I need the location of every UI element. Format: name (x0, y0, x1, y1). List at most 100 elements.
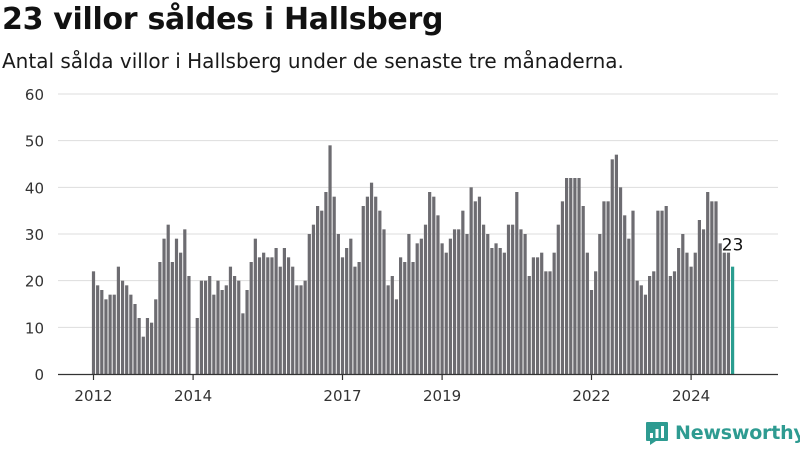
bar (726, 252, 731, 374)
bar (257, 257, 262, 374)
bar (465, 234, 469, 374)
bar (415, 243, 419, 374)
bar (125, 285, 129, 374)
bar (199, 280, 203, 374)
bar (419, 238, 423, 374)
bar (473, 201, 477, 374)
bar (270, 257, 274, 374)
bar (585, 252, 589, 374)
bar (369, 182, 374, 374)
bar (154, 299, 158, 374)
bar (299, 285, 303, 374)
bar (187, 276, 191, 374)
bar (399, 257, 403, 374)
bar (208, 276, 212, 374)
newsworthy-logo-icon (646, 422, 668, 445)
x-tick-label: 2012 (74, 387, 112, 405)
bar (374, 196, 378, 374)
bar (407, 234, 411, 374)
x-tick-label: 2024 (672, 387, 710, 405)
bar (614, 154, 618, 374)
highlight-bar (731, 266, 735, 374)
bar (324, 192, 328, 374)
bar (527, 276, 531, 374)
bar (648, 276, 652, 374)
bar (104, 299, 108, 374)
bar (627, 238, 631, 374)
bar (120, 280, 125, 374)
bar (469, 187, 473, 374)
bar (295, 285, 299, 374)
bar (262, 252, 266, 374)
bar (623, 215, 627, 374)
bar (174, 238, 179, 374)
bar (332, 196, 336, 374)
bar (486, 234, 490, 374)
bar (718, 243, 722, 374)
bar (274, 248, 278, 374)
bar (594, 271, 598, 374)
bar (511, 224, 515, 374)
bar (710, 201, 714, 374)
bar (224, 285, 228, 374)
bar (170, 262, 174, 374)
bar (183, 229, 187, 374)
bar (233, 276, 237, 374)
bar (706, 192, 710, 374)
bar (548, 271, 552, 374)
bar (482, 224, 486, 374)
bar (390, 276, 394, 374)
bar (506, 224, 511, 374)
bar (340, 257, 345, 374)
bar (610, 159, 614, 374)
bar (386, 285, 390, 374)
bar (428, 192, 432, 374)
bar (228, 266, 233, 374)
bar (266, 257, 270, 374)
bar (565, 178, 569, 374)
bar (606, 201, 610, 374)
bar (664, 206, 668, 374)
bar (660, 210, 664, 374)
bar (540, 252, 544, 374)
bar (336, 234, 340, 374)
bar (353, 266, 357, 374)
x-tick-label: 2014 (174, 387, 212, 405)
y-tick-label: 50 (25, 133, 44, 151)
bar (150, 322, 154, 374)
bar (490, 248, 494, 374)
y-tick-label: 20 (25, 273, 44, 291)
y-tick-label: 60 (25, 86, 44, 104)
bar (643, 294, 648, 374)
bar (681, 234, 685, 374)
x-tick-label: 2017 (323, 387, 361, 405)
bar (502, 252, 506, 374)
x-tick-label: 2019 (423, 387, 461, 405)
bar (195, 318, 199, 374)
bar (158, 262, 162, 374)
bar (320, 210, 324, 374)
bar (291, 266, 295, 374)
bar (436, 215, 440, 374)
bar (448, 238, 452, 374)
bar (245, 290, 249, 374)
bar (328, 145, 332, 374)
bar (116, 266, 120, 374)
bar (519, 229, 523, 374)
x-tick-label: 2022 (572, 387, 610, 405)
bar (515, 192, 519, 374)
bar (212, 294, 216, 374)
y-tick-label: 10 (25, 319, 44, 337)
bar (461, 210, 465, 374)
bar (179, 252, 183, 374)
bar (216, 280, 220, 374)
bar (668, 276, 672, 374)
bar (618, 187, 623, 374)
bar (635, 280, 639, 374)
bar (378, 210, 382, 374)
bar (249, 262, 253, 374)
bar (357, 262, 361, 374)
chart-title: 23 villor såldes i Hallsberg (2, 2, 444, 37)
bar (569, 178, 573, 374)
